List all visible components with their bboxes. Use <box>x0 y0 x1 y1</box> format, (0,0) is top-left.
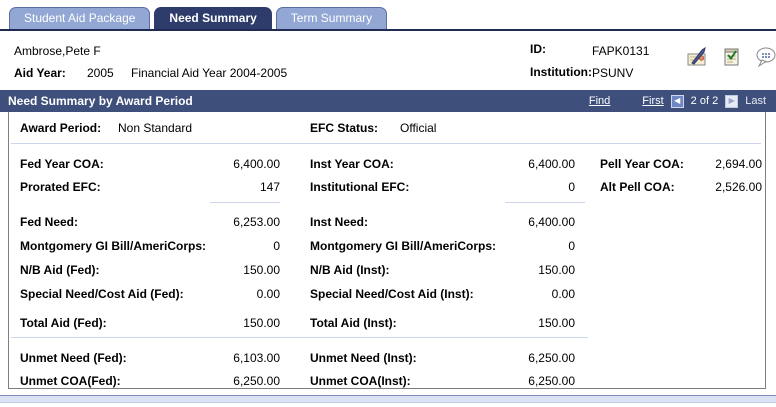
nb-aid-fed-value: 150.00 <box>243 263 280 277</box>
aid-year-description: Financial Aid Year 2004-2005 <box>131 66 288 80</box>
coa-row-1: Fed Year COA: 6,400.00 Inst Year COA: 6,… <box>20 156 762 172</box>
id-label: ID: <box>530 42 546 56</box>
unmet-row-1: Unmet Need (Fed): 6,103.00 Unmet Need (I… <box>20 350 575 366</box>
nb-aid-inst-value: 150.00 <box>538 263 575 277</box>
record-position: 2 of 2 <box>690 95 719 107</box>
communication-icon[interactable] <box>686 45 710 69</box>
unmet-coa-fed-label: Unmet COA(Fed): <box>20 374 121 388</box>
tab-need-summary[interactable]: Need Summary <box>154 7 272 29</box>
inst-year-coa-value: 6,400.00 <box>528 157 575 171</box>
header-icon-group <box>686 45 776 69</box>
alt-pell-coa-label: Alt Pell COA: <box>600 180 675 194</box>
total-aid-fed-value: 150.00 <box>243 316 280 330</box>
tab-bar: Student Aid Package Need Summary Term Su… <box>0 0 776 31</box>
previous-record-button[interactable]: ◀ <box>670 94 684 108</box>
divider <box>505 202 585 203</box>
institution-label: Institution: <box>530 65 592 79</box>
divider <box>11 143 761 144</box>
special-need-inst-label: Special Need/Cost Aid (Inst): <box>310 287 474 301</box>
unmet-coa-fed-value: 6,250.00 <box>233 374 280 388</box>
special-need-inst-value: 0.00 <box>551 287 575 301</box>
efc-status-value: Official <box>400 121 437 135</box>
comments-icon[interactable] <box>754 45 776 69</box>
award-period-row: Award Period: Non Standard EFC Status: O… <box>20 120 436 136</box>
institutional-efc-value: 0 <box>568 180 575 194</box>
pell-year-coa-value: 2,694.00 <box>715 157 762 171</box>
student-header: Ambrose,Pete F Aid Year: 2005 Financial … <box>0 31 776 90</box>
inst-need-value: 6,400.00 <box>528 215 575 229</box>
id-value: FAPK0131 <box>592 44 650 58</box>
unmet-coa-inst-label: Unmet COA(Inst): <box>310 374 411 388</box>
unmet-need-fed-value: 6,103.00 <box>233 351 280 365</box>
bottom-scroll-bar[interactable] <box>0 395 776 403</box>
need-row-3: N/B Aid (Fed): 150.00 N/B Aid (Inst): 15… <box>20 262 575 278</box>
unmet-coa-inst-value: 6,250.00 <box>528 374 575 388</box>
unmet-need-fed-label: Unmet Need (Fed): <box>20 351 127 365</box>
nb-aid-fed-label: N/B Aid (Fed): <box>20 263 100 277</box>
aid-year-value: 2005 <box>87 66 114 80</box>
prorated-efc-label: Prorated EFC: <box>20 180 101 194</box>
fed-need-label: Fed Need: <box>20 215 79 229</box>
unmet-need-inst-value: 6,250.00 <box>528 351 575 365</box>
fed-need-value: 6,253.00 <box>233 215 280 229</box>
inst-need-label: Inst Need: <box>310 215 369 229</box>
unmet-need-inst-label: Unmet Need (Inst): <box>310 351 417 365</box>
montgomery-inst-value: 0 <box>568 239 575 253</box>
prorated-efc-value: 147 <box>259 180 280 194</box>
tab-student-aid-package[interactable]: Student Aid Package <box>9 7 151 29</box>
award-period-label: Award Period: <box>20 121 102 135</box>
nb-aid-inst-label: N/B Aid (Inst): <box>310 263 390 277</box>
divider <box>210 202 280 203</box>
divider <box>11 337 588 338</box>
student-name: Ambrose,Pete F <box>14 44 101 58</box>
institutional-efc-label: Institutional EFC: <box>310 180 410 194</box>
total-aid-fed-label: Total Aid (Fed): <box>20 316 107 330</box>
coa-row-2: Prorated EFC: 147 Institutional EFC: 0 A… <box>20 179 762 195</box>
need-row-2: Montgomery GI Bill/AmeriCorps: 0 Montgom… <box>20 238 575 254</box>
alt-pell-coa-value: 2,526.00 <box>715 180 762 194</box>
first-link[interactable]: First <box>642 95 664 107</box>
need-row-total: Total Aid (Fed): 150.00 Total Aid (Inst)… <box>20 315 575 331</box>
checklist-icon[interactable] <box>720 45 744 69</box>
total-aid-inst-value: 150.00 <box>538 316 575 330</box>
total-aid-inst-label: Total Aid (Inst): <box>310 316 397 330</box>
fed-year-coa-label: Fed Year COA: <box>20 157 104 171</box>
montgomery-fed-label: Montgomery GI Bill/AmeriCorps: <box>20 239 207 253</box>
need-row-1: Fed Need: 6,253.00 Inst Need: 6,400.00 <box>20 214 575 230</box>
montgomery-inst-label: Montgomery GI Bill/AmeriCorps: <box>310 239 497 253</box>
aid-year-row: Aid Year: 2005 Financial Aid Year 2004-2… <box>14 66 287 80</box>
tab-term-summary[interactable]: Term Summary <box>275 7 388 29</box>
efc-status-label: EFC Status: <box>310 121 379 135</box>
need-row-4: Special Need/Cost Aid (Fed): 0.00 Specia… <box>20 286 575 302</box>
last-link: Last <box>745 95 766 107</box>
montgomery-fed-value: 0 <box>273 239 280 253</box>
next-record-button[interactable]: ▶ <box>725 94 739 108</box>
institution-value: PSUNV <box>592 66 634 80</box>
group-box-title: Need Summary by Award Period <box>8 94 193 108</box>
inst-year-coa-label: Inst Year COA: <box>310 157 394 171</box>
need-summary-content: Award Period: Non Standard EFC Status: O… <box>8 112 766 389</box>
find-link[interactable]: Find <box>588 95 611 107</box>
group-box-header: Need Summary by Award Period Find First … <box>0 90 776 112</box>
special-need-fed-value: 0.00 <box>256 287 280 301</box>
pell-year-coa-label: Pell Year COA: <box>600 157 684 171</box>
fed-year-coa-value: 6,400.00 <box>233 157 280 171</box>
award-period-value: Non Standard <box>118 121 193 135</box>
record-navigation: Find First ◀ 2 of 2 ▶ Last <box>588 94 776 108</box>
special-need-fed-label: Special Need/Cost Aid (Fed): <box>20 287 184 301</box>
aid-year-label: Aid Year: <box>14 66 66 80</box>
unmet-row-2: Unmet COA(Fed): 6,250.00 Unmet COA(Inst)… <box>20 373 575 389</box>
